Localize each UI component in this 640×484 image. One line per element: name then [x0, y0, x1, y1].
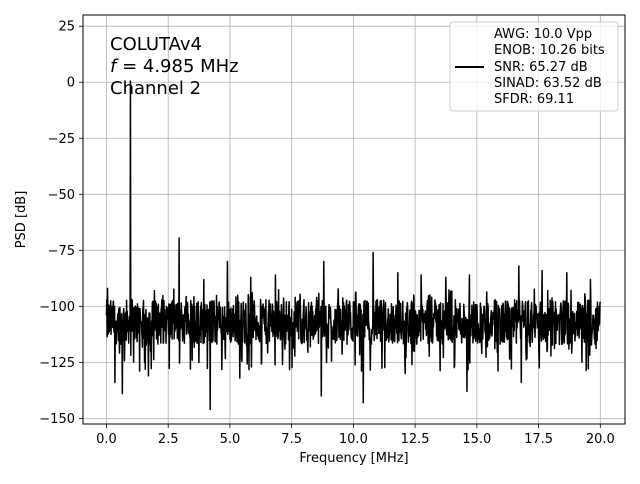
x-tick-label: 0.0 [96, 432, 117, 447]
psd-series-line [105, 80, 602, 411]
y-axis-label: PSD [dB] [14, 191, 29, 249]
x-ticks: 0.0 2.5 5.0 7.5 10.0 12.5 15.0 17.5 20.0 [96, 424, 615, 447]
legend-entry-sfdr: SFDR: 69.11 [494, 92, 574, 107]
x-tick-label: 10.0 [339, 432, 368, 447]
annotation-frequency-value: = 4.985 MHz [116, 56, 238, 77]
legend-entry-enob: ENOB: 10.26 bits [494, 43, 605, 58]
x-tick-label: 17.5 [524, 432, 553, 447]
x-tick-label: 12.5 [401, 432, 430, 447]
y-tick-label: −50 [48, 188, 75, 203]
x-tick-label: 15.0 [462, 432, 491, 447]
legend-box [449, 21, 619, 112]
legend-entry-snr: SNR: 65.27 dB [494, 60, 588, 75]
plot-frame [82, 14, 626, 425]
series-layer [105, 80, 602, 411]
legend-entry-sinad: SINAD: 63.52 dB [494, 76, 602, 91]
x-tick-label: 2.5 [158, 432, 179, 447]
legend-entry-awg: AWG: 10.0 Vpp [494, 27, 592, 42]
y-tick-label: 0 [67, 76, 75, 91]
y-tick-label: 25 [58, 20, 75, 35]
annotation-frequency: f = 4.985 MHz [110, 56, 239, 77]
x-tick-label: 20.0 [586, 432, 615, 447]
annotation-device: COLUTAv4 [110, 34, 202, 55]
x-tick-label: 5.0 [220, 432, 241, 447]
x-tick-label: 7.5 [281, 432, 302, 447]
x-axis-label: Frequency [MHz] [299, 451, 408, 466]
y-tick-label: −150 [39, 412, 75, 427]
y-tick-label: −25 [48, 132, 75, 147]
annotation-channel: Channel 2 [110, 78, 201, 99]
annotation-frequency-symbol: f [110, 56, 119, 77]
y-tick-label: −125 [39, 356, 75, 371]
annotation-block: COLUTAv4 f = 4.985 MHz Channel 2 [110, 34, 239, 99]
legend: AWG: 10.0 Vpp ENOB: 10.26 bits SNR: 65.2… [449, 21, 619, 112]
y-tick-label: −100 [39, 300, 75, 315]
y-tick-label: −75 [48, 244, 75, 259]
y-ticks: 25 0 −25 −50 −75 −100 −125 −150 [39, 20, 83, 427]
